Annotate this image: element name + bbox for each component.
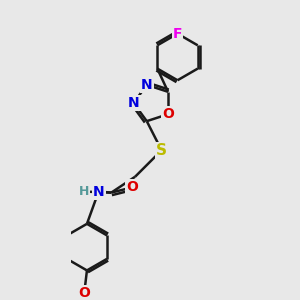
Text: N: N [128,96,140,110]
Text: S: S [156,143,167,158]
Text: O: O [162,107,174,121]
Text: O: O [127,180,138,194]
Text: N: N [93,184,104,199]
Text: F: F [173,27,182,41]
Text: H: H [79,185,89,198]
Text: O: O [78,286,90,300]
Text: N: N [141,78,153,92]
